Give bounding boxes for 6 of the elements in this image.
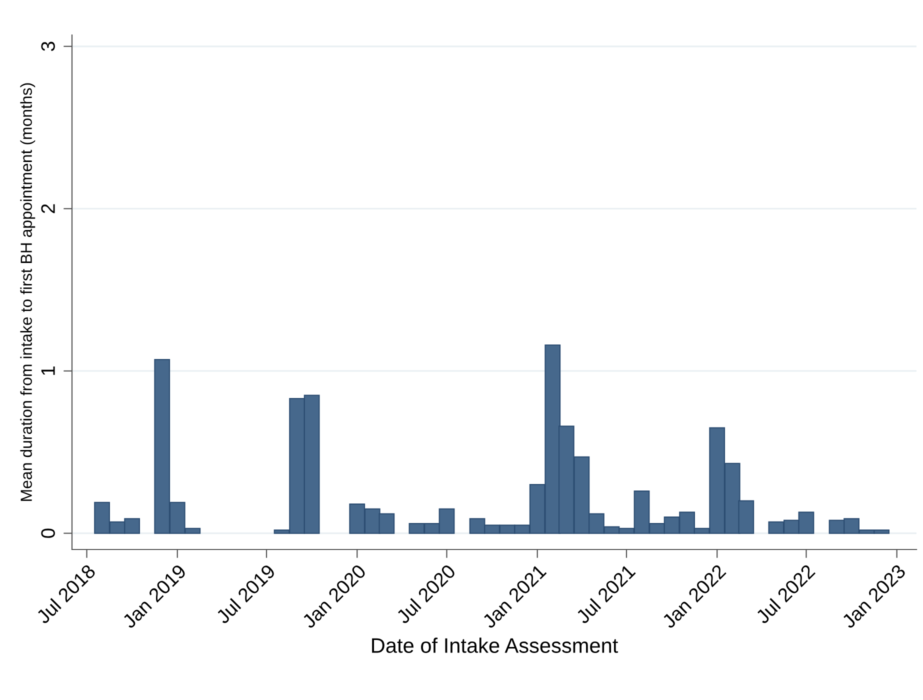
y-tick-label: 2: [41, 204, 55, 214]
y-tick-label: 1: [41, 366, 55, 375]
y-tick-label: 3: [41, 42, 55, 52]
y-tick-label: 0: [41, 528, 55, 538]
x-axis-title: Date of Intake Assessment: [372, 638, 618, 653]
y-axis-title: Mean duration from intake to first BH appointment (months): [20, 83, 36, 501]
